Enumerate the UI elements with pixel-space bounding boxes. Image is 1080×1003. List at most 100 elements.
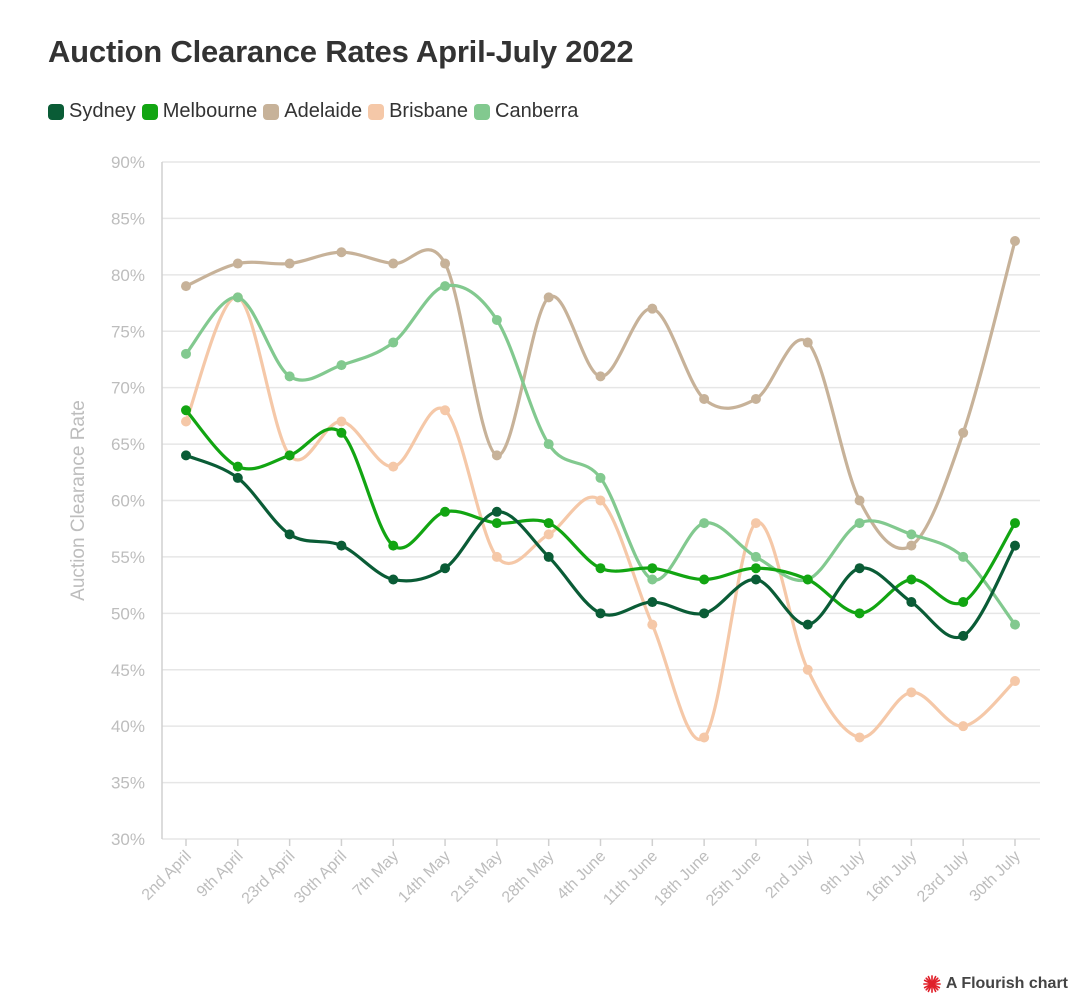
series-line-canberra (184, 283, 1017, 627)
x-tick-label: 9th July (817, 848, 868, 899)
data-point-sydney (336, 540, 347, 551)
data-point-brisbane (750, 518, 761, 529)
x-tick-label: 30th July (967, 848, 1024, 905)
data-point-canberra (1010, 619, 1020, 630)
y-tick-label: 70% (111, 379, 145, 398)
data-point-canberra (750, 551, 761, 562)
legend-item-brisbane[interactable]: Brisbane (368, 100, 468, 123)
data-point-adelaide (647, 303, 658, 314)
data-point-sydney (750, 574, 761, 585)
data-point-canberra (232, 292, 243, 303)
y-tick-label: 80% (111, 266, 145, 285)
legend: Sydney Melbourne Adelaide Brisbane Canbe… (48, 100, 584, 123)
legend-swatch-adelaide (263, 103, 280, 120)
data-point-canberra (958, 551, 969, 562)
x-tick-label: 7th May (350, 848, 402, 900)
x-tick-label: 25th June (703, 848, 765, 910)
data-point-brisbane (491, 551, 502, 562)
legend-label-sydney: Sydney (69, 100, 136, 122)
data-point-canberra (595, 472, 606, 483)
data-point-sydney (595, 608, 606, 619)
data-point-brisbane (181, 416, 191, 427)
y-tick-label: 65% (111, 435, 145, 454)
data-point-melbourne (181, 405, 191, 416)
data-point-adelaide (388, 258, 399, 269)
data-point-sydney (647, 597, 658, 608)
data-point-melbourne (388, 540, 399, 551)
x-tick-label: 16th July (863, 848, 920, 905)
data-point-melbourne (284, 450, 295, 461)
data-point-adelaide (284, 258, 295, 269)
data-point-canberra (543, 439, 554, 450)
legend-swatch-brisbane (368, 103, 385, 120)
y-axis-label: Auction Clearance Rate (68, 400, 89, 601)
data-point-canberra (699, 518, 710, 529)
data-point-brisbane (595, 495, 606, 506)
data-point-sydney (232, 472, 243, 483)
x-tick-label: 21st May (448, 848, 506, 906)
data-point-sydney (440, 563, 451, 574)
legend-item-canberra[interactable]: Canberra (474, 100, 578, 123)
data-point-brisbane (958, 721, 969, 732)
data-point-brisbane (854, 732, 865, 743)
x-tick-label: 23rd July (914, 848, 972, 906)
data-point-adelaide (699, 393, 710, 404)
data-point-canberra (491, 314, 502, 325)
legend-label-adelaide: Adelaide (284, 100, 363, 122)
legend-swatch-canberra (474, 103, 491, 120)
data-point-adelaide (906, 540, 917, 551)
data-point-sydney (958, 630, 969, 641)
legend-swatch-sydney (48, 103, 64, 120)
data-point-melbourne (440, 506, 451, 517)
data-point-adelaide (232, 258, 243, 269)
legend-item-melbourne[interactable]: Melbourne (141, 100, 257, 123)
legend-label-canberra: Canberra (495, 100, 579, 122)
data-point-melbourne (699, 574, 710, 585)
legend-item-sydney[interactable]: Sydney (48, 100, 136, 123)
y-tick-label: 55% (111, 548, 145, 567)
data-point-adelaide (181, 281, 191, 292)
data-point-adelaide (543, 292, 554, 303)
y-tick-label: 30% (111, 830, 145, 849)
data-point-canberra (284, 371, 295, 382)
y-tick-label: 40% (111, 717, 145, 736)
data-point-sydney (802, 619, 813, 630)
data-point-sydney (854, 563, 865, 574)
chart-title: Auction Clearance Rates April-July 2022 (48, 34, 634, 69)
flourish-credit[interactable]: A Flourish chart (922, 975, 1068, 993)
data-point-melbourne (595, 563, 606, 574)
data-point-adelaide (491, 450, 502, 461)
data-point-brisbane (440, 405, 451, 416)
data-point-canberra (647, 574, 658, 585)
data-point-melbourne (491, 518, 502, 529)
data-point-melbourne (232, 461, 243, 472)
data-point-adelaide (336, 247, 347, 258)
data-point-canberra (854, 518, 865, 529)
series-line-brisbane (184, 295, 1017, 742)
data-point-melbourne (647, 563, 658, 574)
data-point-sydney (388, 574, 399, 585)
data-point-sydney (284, 529, 295, 540)
series-line-adelaide (184, 239, 1017, 551)
y-tick-label: 75% (111, 322, 145, 341)
data-point-adelaide (958, 427, 969, 438)
data-point-brisbane (906, 687, 917, 698)
x-tick-label: 2nd July (762, 848, 816, 902)
x-tick-label: 18th June (651, 848, 713, 910)
legend-item-adelaide[interactable]: Adelaide (263, 100, 362, 123)
data-point-adelaide (440, 258, 451, 269)
y-tick-label: 90% (111, 153, 145, 172)
data-point-sydney (906, 597, 917, 608)
x-tick-label: 28th May (499, 848, 558, 907)
data-point-canberra (336, 360, 347, 371)
y-tick-label: 50% (111, 604, 145, 623)
data-point-brisbane (1010, 676, 1020, 687)
data-point-melbourne (1010, 518, 1020, 529)
y-tick-label: 60% (111, 492, 145, 511)
data-point-brisbane (647, 619, 658, 630)
data-point-sydney (543, 551, 554, 562)
data-point-adelaide (595, 371, 606, 382)
data-point-melbourne (958, 597, 969, 608)
data-point-sydney (699, 608, 710, 619)
